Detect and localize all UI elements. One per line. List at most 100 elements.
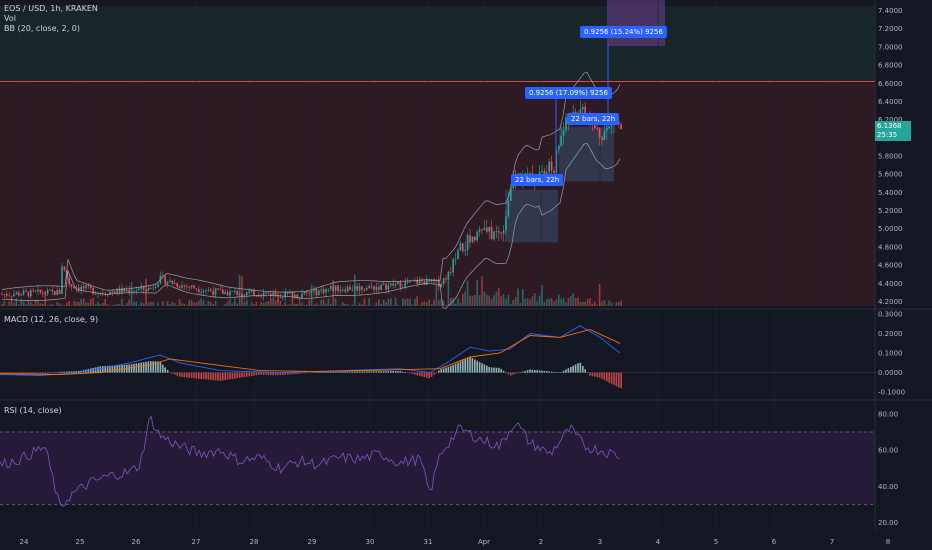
price-tick-label: 6.2000 (878, 116, 903, 124)
candle-body (325, 289, 327, 293)
macd-histogram-bar (349, 371, 351, 373)
candle-body (560, 135, 562, 146)
candle-body (34, 290, 37, 292)
candle-body (423, 281, 426, 285)
candle-body (279, 297, 282, 298)
signal-line (0, 329, 621, 375)
bars-badge-left[interactable]: 22 bars, 22h (511, 174, 564, 186)
volume-bar (397, 304, 399, 306)
rsi-tick-label: 20.00 (878, 519, 898, 527)
macd-histogram-bar (548, 371, 550, 373)
candle-body (454, 259, 457, 260)
candle-body (289, 292, 291, 294)
volume-bar (82, 298, 85, 306)
volume-bar (486, 294, 488, 306)
macd-histogram-bar (459, 361, 462, 373)
volume-bar (73, 301, 75, 306)
candle-body (178, 286, 181, 288)
macd-histogram-bar (476, 360, 478, 373)
candle-body (301, 293, 303, 299)
rsi-tick-label: 60.00 (878, 447, 898, 455)
macd-histogram-bar (488, 366, 490, 373)
volume-bar (10, 298, 13, 306)
macd-histogram-bar (258, 372, 260, 375)
candle-body (236, 290, 238, 295)
candle-body (128, 289, 130, 293)
macd-histogram-bar (265, 372, 267, 375)
macd-histogram-bar (183, 372, 186, 378)
volume-bar (39, 303, 42, 306)
candle-body (169, 280, 171, 283)
macd-histogram-bar (574, 364, 577, 373)
candle-body (39, 289, 42, 293)
macd-histogram-bar (375, 371, 378, 373)
volume-bar (579, 301, 582, 306)
candle-body (222, 289, 224, 294)
macd-histogram-bar (596, 372, 598, 378)
volume-bar (546, 299, 548, 306)
macd-histogram-bar (157, 361, 159, 373)
volume-bar (75, 301, 78, 306)
macd-histogram-bar (106, 365, 109, 373)
candle-body (397, 281, 399, 285)
volume-bar (183, 303, 186, 306)
volume-bar (358, 303, 361, 306)
volume-bar (459, 302, 462, 306)
macd-histogram-bar (411, 372, 414, 375)
macd-histogram-bar (500, 368, 502, 373)
macd-histogram-bar (238, 372, 241, 378)
macd-histogram-bar (267, 372, 270, 375)
macd-tick-label: -0.1000 (878, 389, 905, 397)
volume-bar (205, 304, 207, 306)
candle-body (358, 286, 361, 291)
volume-bar (238, 275, 241, 306)
macd-histogram-bar (82, 370, 85, 373)
candle-body (123, 287, 126, 292)
candle-body (442, 278, 445, 284)
candle-body (387, 285, 390, 290)
candle-body (97, 293, 99, 295)
macd-histogram-bar (560, 371, 562, 373)
time-tick-label: 28 (250, 538, 259, 546)
volume-bar (193, 302, 195, 306)
measure-badge-top[interactable]: 0.9256 (15.24%) 9256 (580, 26, 667, 38)
candle-body (118, 288, 121, 293)
volume-bar (601, 301, 603, 306)
macd-histogram-bar (591, 372, 594, 377)
candle-body (505, 216, 507, 231)
volume-bar (25, 304, 27, 306)
volume-bar (406, 298, 409, 306)
candle-body (253, 289, 255, 296)
candle-body (102, 293, 104, 294)
macd-histogram-bar (248, 372, 250, 377)
candle-body (603, 130, 606, 140)
macd-histogram-bar (409, 372, 411, 374)
measure-badge-mid[interactable]: 0.9256 (17.09%) 9256 (525, 87, 612, 99)
candle-body (310, 291, 313, 294)
candle-body (394, 284, 397, 286)
volume-bar (171, 302, 174, 306)
candle-body (3, 294, 6, 295)
macd-histogram-bar (54, 372, 56, 374)
candle-body (238, 293, 241, 295)
volume-bar (138, 304, 140, 306)
candle-body (6, 294, 8, 296)
volume-bar (85, 302, 87, 306)
volume-bar (68, 300, 70, 306)
macd-histogram-bar (423, 372, 426, 378)
macd-histogram-bar (226, 372, 229, 380)
bars-badge-right[interactable]: 22 bars, 22h (567, 113, 620, 125)
volume-bar (80, 298, 82, 306)
macd-histogram-bar (236, 372, 238, 379)
volume-bar (589, 298, 591, 306)
macd-histogram-bar (416, 372, 418, 376)
candle-body (162, 275, 164, 277)
volume-bar (246, 299, 248, 306)
macd-histogram-bar (351, 371, 354, 373)
volume-bar (128, 299, 130, 306)
macd-histogram-bar (536, 370, 538, 373)
candle-body (42, 292, 44, 294)
bb-lower (1, 142, 621, 309)
volume-bar (236, 303, 238, 306)
